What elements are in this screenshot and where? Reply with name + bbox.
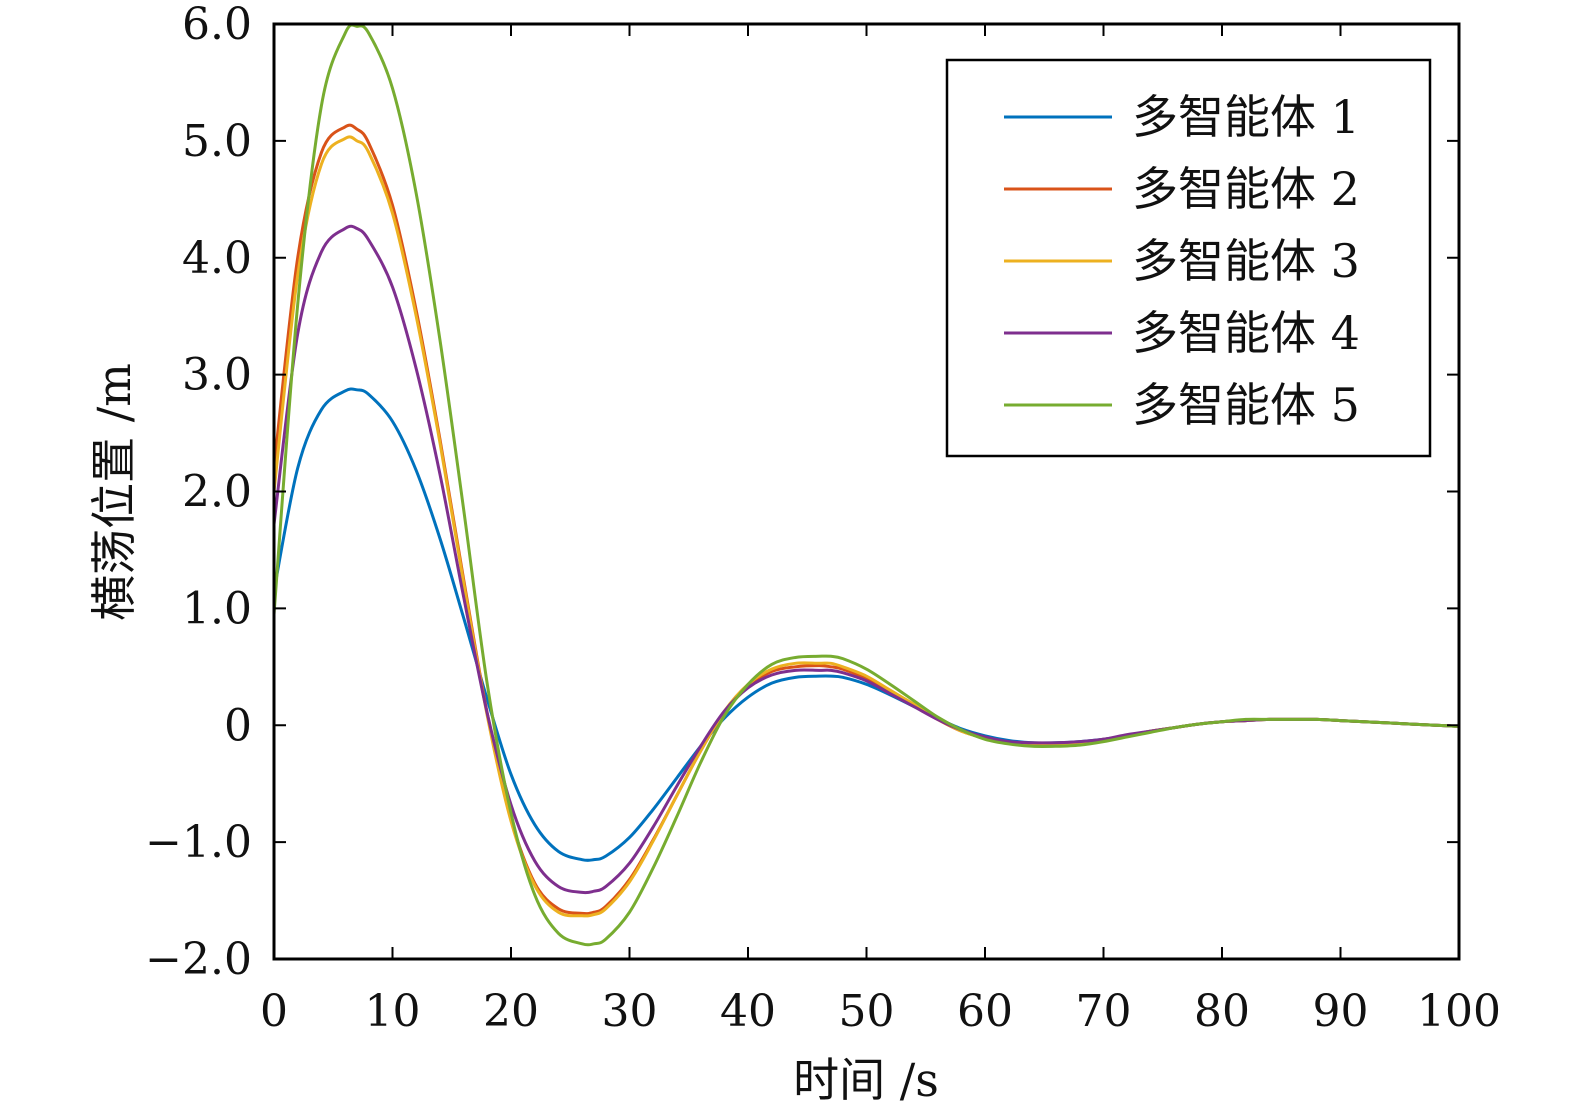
x-tick-label: 100 (1417, 986, 1501, 1037)
x-axis: 0 10 20 30 40 50 60 70 80 90 100 (260, 24, 1501, 1037)
x-axis-title: 时间 /s (793, 1053, 939, 1107)
y-tick-label: 2.0 (182, 467, 252, 518)
x-tick-label: 60 (957, 986, 1013, 1037)
x-tick-label: 30 (602, 986, 658, 1037)
x-tick-label: 90 (1313, 986, 1369, 1037)
y-tick-label: 1.0 (182, 583, 252, 634)
y-axis-title: 横荡位置 /m (87, 363, 141, 621)
legend-label-1: 多智能体 1 (1132, 90, 1360, 144)
legend: 多智能体 1 多智能体 2 多智能体 3 多智能体 4 多智能体 5 (945, 58, 1432, 458)
legend-label-4: 多智能体 4 (1132, 306, 1360, 360)
series-group (272, 23, 1460, 947)
y-tick-label: 5.0 (182, 116, 252, 167)
y-tick-label: 4.0 (182, 233, 252, 284)
x-tick-label: 0 (260, 986, 288, 1037)
y-axis: −2.0 −1.0 0 1.0 2.0 3.0 4.0 5.0 6.0 (145, 0, 1459, 985)
x-tick-label: 20 (483, 986, 539, 1037)
series-line-1 (272, 387, 1460, 862)
y-tick-label: −1.0 (145, 817, 252, 868)
x-tick-label: 80 (1194, 986, 1250, 1037)
x-tick-label: 10 (365, 986, 421, 1037)
series-line-5 (272, 23, 1460, 947)
y-tick-label: 6.0 (182, 0, 252, 50)
y-tick-label: 0 (224, 700, 252, 751)
y-tick-label: −2.0 (145, 934, 252, 985)
x-tick-label: 40 (720, 986, 776, 1037)
legend-label-3: 多智能体 3 (1132, 234, 1360, 288)
x-tick-label: 50 (839, 986, 895, 1037)
legend-label-2: 多智能体 2 (1132, 162, 1360, 216)
legend-label-5: 多智能体 5 (1132, 378, 1360, 432)
y-tick-label: 3.0 (182, 350, 252, 401)
legend-box (945, 58, 1432, 458)
x-tick-label: 70 (1076, 986, 1132, 1037)
